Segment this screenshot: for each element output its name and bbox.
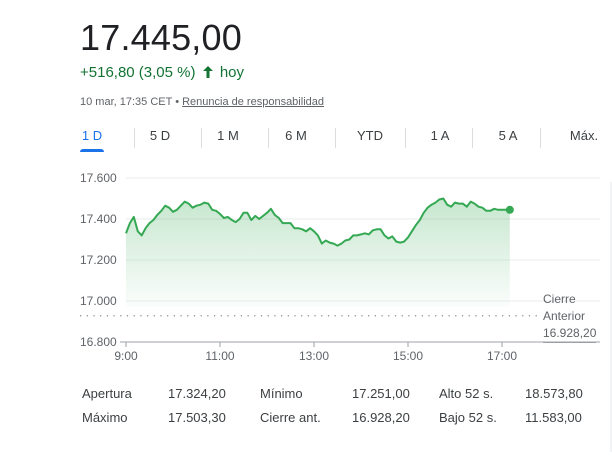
stat-value: 16.928,20 [352,410,410,425]
x-tick-label: 13:00 [299,349,329,363]
current-price: 17.445,00 [80,17,242,58]
quote-meta: 10 mar, 17:35 CET • Renuncia de responsa… [80,94,324,110]
x-tick-label: 9:00 [114,349,138,363]
tab-label: 1 M [217,128,239,143]
stat-label: Máximo [82,410,128,425]
price-change: +516,80 (3,05 %) hoy [80,63,244,85]
y-tick-label: 17.200 [80,253,117,267]
tab-5d[interactable]: 5 D [140,122,180,152]
stat-value: 17.251,00 [352,386,410,401]
y-tick-label: 16.800 [80,335,117,349]
stat-value: 17.503,30 [168,410,226,425]
timestamp: 10 mar, 17:35 CET [80,96,173,108]
x-tick-label: 11:00 [205,349,234,363]
previous-close-label: Cierre Anterior 16.928,20 [543,291,597,343]
change-value: +516,80 (3,05 %) [80,64,196,81]
price-line [125,197,510,247]
tab-divider [201,128,202,148]
x-tick-label: 15:00 [393,349,423,363]
tab-divider [335,128,336,148]
tab-label: 1 D [81,128,103,143]
tab-ytd[interactable]: YTD [348,122,392,152]
panel-edge [610,182,612,452]
prev-close-line2: Anterior [543,309,586,323]
x-axis: 9:00 11:00 13:00 15:00 17:00 [114,341,600,363]
tab-label: YTD [357,128,383,143]
price-chart[interactable]: 17.600 17.400 17.200 17.000 16.800 9:00 11:00… [0,160,612,370]
tab-1d[interactable]: 1 D [80,122,104,152]
stat-label: Alto 52 s. [439,386,494,401]
tab-label: 1 A [430,128,450,143]
tab-label: Máx. [569,128,599,143]
y-tick-label: 17.000 [80,294,117,308]
stat-label: Mínimo [260,386,303,401]
stat-label: Bajo 52 s. [439,410,497,425]
stat-label: Apertura [82,386,132,401]
prev-close-value: 16.928,20 [543,325,597,343]
last-price-dot [505,205,514,214]
tab-6m[interactable]: 6 M [276,122,316,152]
stat-value: 11.583,00 [525,410,582,425]
tab-label: 6 M [285,128,307,143]
tab-divider [405,128,406,148]
tab-1m[interactable]: 1 M [208,122,248,152]
disclaimer-link[interactable]: Renuncia de responsabilidad [182,96,324,108]
y-tick-label: 17.400 [80,212,117,226]
tab-label: 5 D [149,128,171,143]
meta-separator: • [175,96,180,108]
tab-divider [472,128,473,148]
time-range-tabs: 1 D 5 D 1 M 6 M YTD 1 A 5 A Máx. [80,122,610,152]
x-tick-label: 17:00 [487,349,517,363]
stat-value: 17.324,20 [168,386,226,401]
prev-close-line1: Cierre [543,292,576,306]
tab-max[interactable]: Máx. [562,122,606,152]
tab-label: 5 A [498,128,518,143]
tab-divider [540,128,541,148]
arrow-up-icon [202,65,214,85]
tab-1a[interactable]: 1 A [422,122,458,152]
y-axis-labels: 17.600 17.400 17.200 17.000 16.800 [80,171,117,349]
price-area-fill [126,198,510,307]
tab-divider [134,128,135,148]
change-period: hoy [219,64,245,81]
y-tick-label: 17.600 [80,171,117,185]
stat-value: 18.573,80 [525,386,583,401]
stat-label: Cierre ant. [260,410,321,425]
tab-5a[interactable]: 5 A [490,122,526,152]
active-tab-indicator [80,149,104,152]
tab-divider [268,128,269,148]
